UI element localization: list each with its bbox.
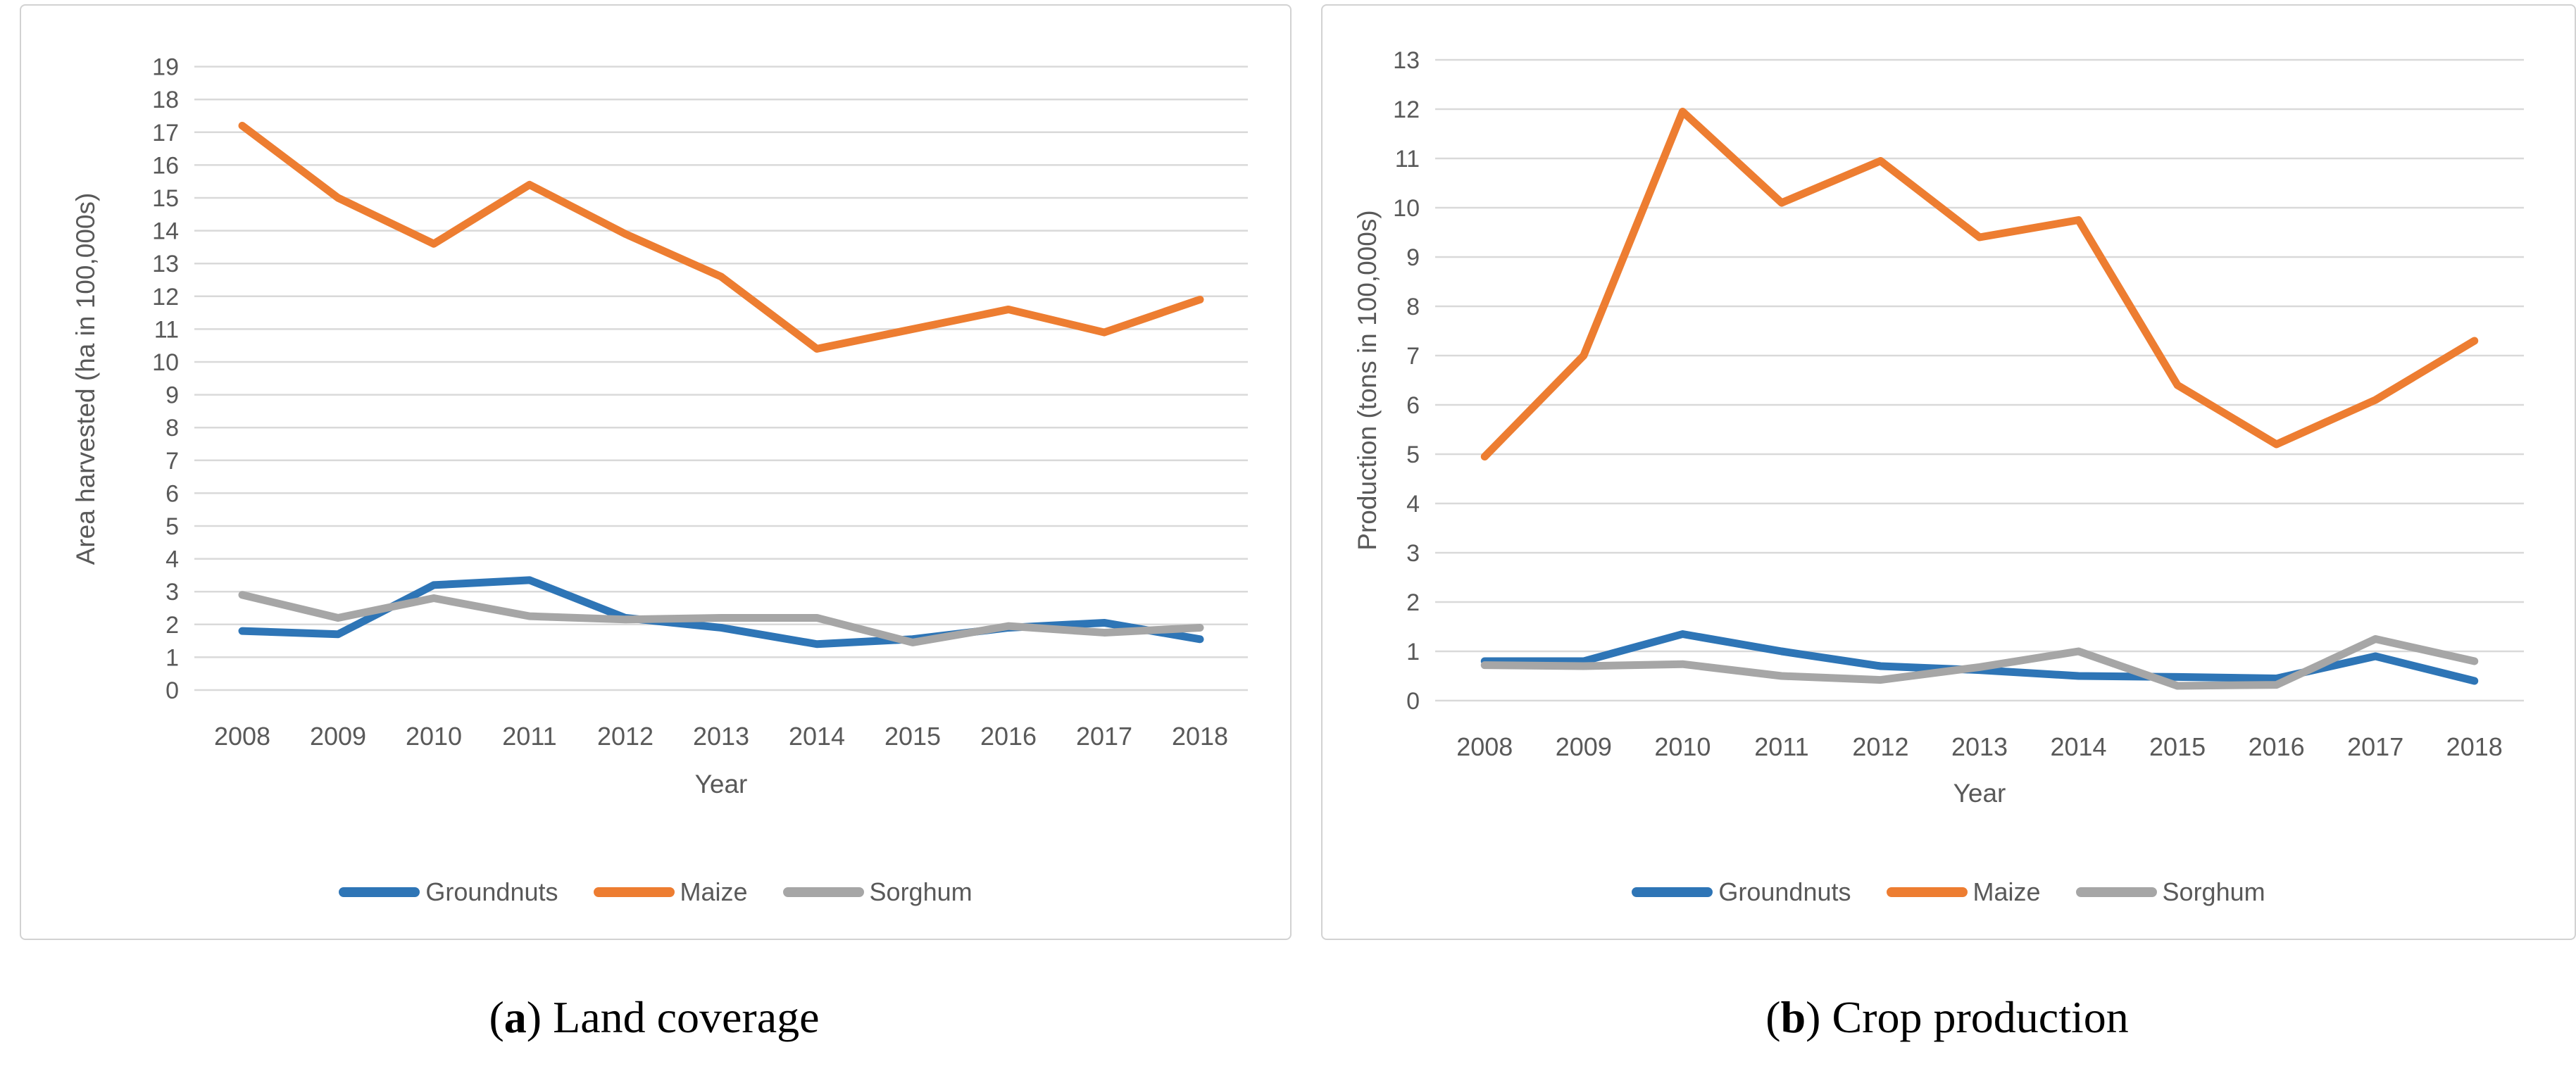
legend-swatch-groundnuts [339, 887, 420, 897]
y-axis-tick-label: 7 [165, 448, 179, 475]
legend-item-groundnuts: Groundnuts [339, 877, 558, 907]
legend-swatch-sorghum [2075, 887, 2157, 897]
legend-label-sorghum: Sorghum [869, 877, 973, 906]
y-axis-tick-label: 18 [152, 87, 179, 113]
y-axis-tick-label: 9 [165, 382, 179, 409]
caption-b: (b) Crop production [1321, 991, 2573, 1044]
y-axis-tick-label: 16 [152, 152, 179, 179]
x-axis-tick-label: 2018 [2446, 732, 2503, 761]
y-axis-tick-label: 10 [1393, 195, 1420, 222]
y-axis-tick-label: 4 [1406, 491, 1420, 518]
legend-label-groundnuts: Groundnuts [1718, 877, 1851, 906]
legend-item-groundnuts: Groundnuts [1632, 877, 1851, 907]
y-axis-tick-label: 2 [165, 612, 179, 639]
series-line-maize [238, 121, 1204, 353]
y-axis-title: Area harvested (ha in 100,000s) [71, 192, 100, 565]
x-axis-tick-label: 2010 [406, 722, 462, 751]
x-axis-tick-label: 2008 [1456, 732, 1513, 761]
chart-panel-crop-production: 0 1 2 3 4 5 6 7 8 9 10 11 12 13 2008 2009 2010 2011 2012 20… [1321, 4, 2576, 940]
x-axis-tick-label: 2010 [1654, 732, 1711, 761]
y-axis-tick-label: 12 [1393, 96, 1420, 123]
y-axis-tick-label: 8 [1406, 294, 1420, 320]
y-axis-tick-label: 13 [152, 251, 179, 277]
y-axis-tick-label: 5 [165, 513, 179, 540]
y-axis-tick-label: 4 [165, 546, 179, 573]
series-line-sorghum [1480, 635, 2479, 690]
y-axis-tick-label: 0 [1406, 688, 1420, 715]
y-axis-tick-label: 0 [165, 677, 179, 704]
x-axis-tick-label: 2014 [2050, 732, 2106, 761]
y-axis-tick-label: 11 [154, 316, 179, 343]
legend-item-maize: Maize [1886, 877, 2041, 907]
caption-a-text: ) Land coverage [526, 992, 820, 1042]
y-axis-tick-label: 8 [165, 415, 179, 441]
series-line-maize [1480, 108, 2479, 461]
x-axis-tick-label: 2013 [1951, 732, 2008, 761]
x-axis-tick-label: 2018 [1172, 722, 1228, 751]
caption-row: (a) Land coverage (b) Crop production [0, 991, 2576, 1069]
x-axis-tick-label: 2015 [884, 722, 941, 751]
legend-label-maize: Maize [680, 877, 748, 906]
legend-swatch-maize [1886, 887, 1968, 897]
y-axis-tick-label: 19 [152, 54, 179, 81]
x-axis-title: Year [1953, 779, 2006, 808]
x-axis-tick-label: 2011 [502, 722, 556, 751]
legend-swatch-sorghum [782, 887, 864, 897]
x-axis-tick-label: 2009 [1556, 732, 1612, 761]
legend: Groundnuts Maize Sorghum [21, 876, 1290, 908]
x-axis-tick-label: 2013 [693, 722, 749, 751]
caption-a-letter: a [504, 992, 527, 1042]
legend-item-maize: Maize [593, 877, 748, 907]
y-axis-tick-label: 6 [165, 480, 179, 507]
y-axis-tick-label: 1 [165, 644, 179, 671]
caption-b-text: ) Crop production [1806, 992, 2129, 1042]
legend-label-groundnuts: Groundnuts [425, 877, 558, 906]
y-axis-tick-label: 13 [1393, 47, 1420, 74]
x-axis-tick-label: 2008 [214, 722, 270, 751]
legend-item-sorghum: Sorghum [2075, 877, 2265, 907]
y-axis-title: Production (tons in 100,000s) [1353, 210, 1382, 551]
y-axis-tick-label: 14 [152, 218, 179, 245]
series-line-sorghum [238, 591, 1204, 646]
y-axis-tick-label: 1 [1406, 639, 1420, 665]
y-axis-tick-label: 2 [1406, 589, 1420, 616]
x-axis-tick-label: 2016 [2249, 732, 2305, 761]
caption-b-letter: b [1780, 992, 1806, 1042]
series-line-groundnuts [238, 576, 1204, 649]
y-axis-tick-label: 12 [152, 284, 179, 311]
x-axis-title: Year [694, 770, 748, 798]
legend-swatch-groundnuts [1632, 887, 1713, 897]
x-axis-tick-label: 2015 [2149, 732, 2206, 761]
caption-b-open: ( [1765, 992, 1781, 1042]
caption-a-open: ( [489, 992, 504, 1042]
y-axis-tick-label: 7 [1406, 343, 1420, 370]
y-axis-tick-label: 9 [1406, 244, 1420, 271]
x-axis-tick-label: 2014 [789, 722, 845, 751]
x-axis-tick-label: 2012 [1852, 732, 1908, 761]
x-axis-tick-label: 2012 [597, 722, 654, 751]
y-axis-tick-label: 3 [165, 579, 179, 606]
y-axis-tick-label: 10 [152, 349, 179, 376]
y-axis-tick-label: 3 [1406, 540, 1420, 567]
legend-swatch-maize [593, 887, 675, 897]
y-axis-tick-label: 5 [1406, 441, 1420, 468]
series-line-groundnuts [1480, 630, 2479, 685]
caption-a: (a) Land coverage [20, 991, 1289, 1044]
legend: Groundnuts Maize Sorghum [1323, 876, 2575, 908]
y-axis-tick-label: 6 [1406, 392, 1420, 419]
x-axis-tick-label: 2011 [1754, 732, 1808, 761]
x-axis-tick-label: 2016 [980, 722, 1037, 751]
chart-panel-land-coverage: 0 1 2 3 4 5 6 7 8 9 10 11 12 13 14 15 16 17 18 19 2008 2009 20… [20, 4, 1292, 940]
x-axis-tick-label: 2017 [2347, 732, 2403, 761]
legend-label-maize: Maize [1972, 877, 2041, 906]
x-axis-tick-label: 2009 [310, 722, 366, 751]
legend-item-sorghum: Sorghum [782, 877, 973, 907]
x-axis-tick-label: 2017 [1076, 722, 1132, 751]
legend-label-sorghum: Sorghum [2162, 877, 2265, 906]
y-axis-tick-label: 17 [152, 120, 179, 146]
y-axis-tick-label: 15 [152, 185, 179, 212]
y-axis-tick-label: 11 [1395, 146, 1420, 173]
